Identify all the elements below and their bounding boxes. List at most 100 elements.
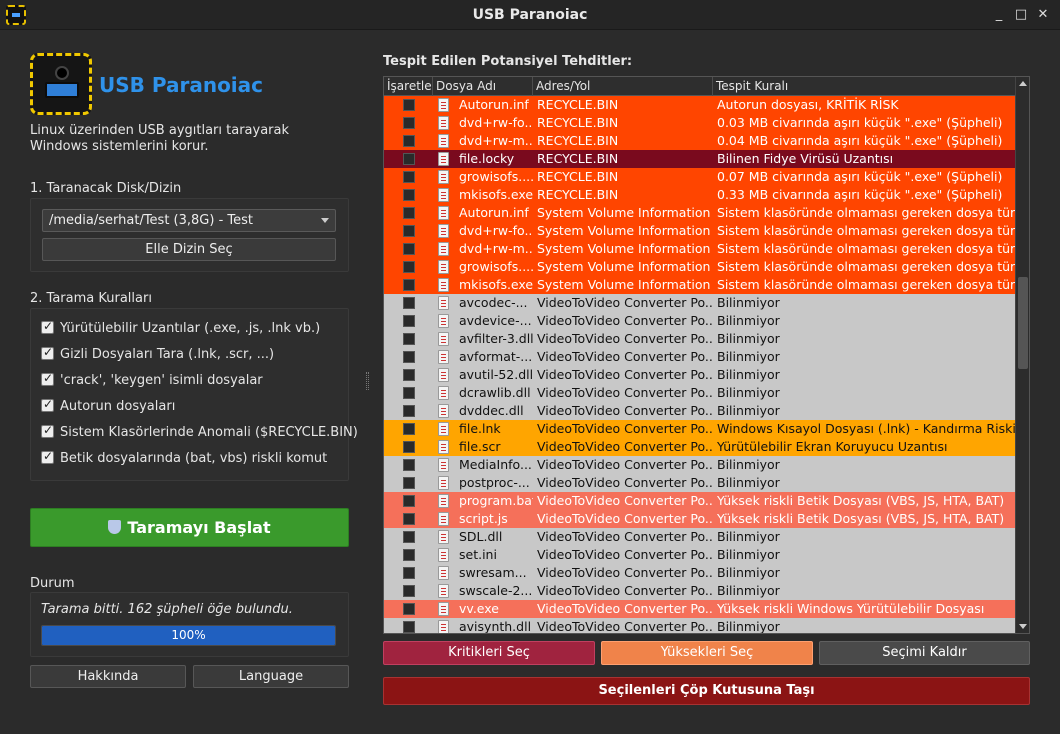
row-checkbox[interactable]	[403, 549, 415, 561]
row-checkbox[interactable]	[403, 495, 415, 507]
checkbox-checked-icon[interactable]	[41, 423, 54, 438]
table-row[interactable]: Autorun.inf RECYCLE.BIN Autorun dosyası, K…	[384, 96, 1016, 114]
table-row[interactable]: growisofs.... RECYCLE.BIN 0.07 MB civarınd…	[384, 168, 1016, 186]
row-checkbox[interactable]	[403, 153, 415, 165]
scrollbar-thumb[interactable]	[1018, 277, 1028, 369]
row-checkbox[interactable]	[403, 441, 415, 453]
maximize-button[interactable]: □	[1014, 7, 1028, 22]
panel-splitter-handle[interactable]	[366, 372, 369, 390]
column-header-path[interactable]: Adres/Yol	[533, 77, 713, 96]
table-row[interactable]: avcodec-... VideoToVideo Converter Po... B…	[384, 294, 1016, 312]
table-row[interactable]: dcrawlib.dll VideoToVideo Converter Po...…	[384, 384, 1016, 402]
row-checkbox[interactable]	[403, 333, 415, 345]
checkbox-checked-icon[interactable]	[41, 319, 54, 334]
rule-checkbox[interactable]: Gizli Dosyaları Tara (.lnk, .scr, ...)	[41, 345, 274, 363]
rule-checkbox[interactable]: Sistem Klasörlerinde Anomali ($RECYCLE.B…	[41, 423, 358, 441]
scroll-down-icon[interactable]	[1019, 624, 1027, 629]
row-checkbox[interactable]	[403, 351, 415, 363]
table-row[interactable]: dvd+rw-m... RECYCLE.BIN 0.04 MB civarında …	[384, 132, 1016, 150]
table-row[interactable]: file.lnk VideoToVideo Converter Po... Wind…	[384, 420, 1016, 438]
row-checkbox[interactable]	[403, 171, 415, 183]
scroll-up-icon[interactable]	[1019, 81, 1027, 86]
rule-checkbox[interactable]: 'crack', 'keygen' isimli dosyalar	[41, 371, 263, 389]
row-checkbox[interactable]	[403, 243, 415, 255]
table-row[interactable]: file.locky RECYCLE.BIN Bilinen Fidye Virüs…	[384, 150, 1016, 168]
row-checkbox[interactable]	[403, 405, 415, 417]
table-row[interactable]: Autorun.inf System Volume Information Sist…	[384, 204, 1016, 222]
table-row[interactable]: dvddec.dll VideoToVideo Converter Po... Bi…	[384, 402, 1016, 420]
cell-rule: Bilinmiyor	[717, 403, 780, 418]
row-checkbox[interactable]	[403, 315, 415, 327]
table-row[interactable]: growisofs.... System Volume Information Si…	[384, 258, 1016, 276]
column-header-rule[interactable]: Tespit Kuralı	[716, 79, 789, 93]
row-checkbox[interactable]	[403, 459, 415, 471]
row-checkbox[interactable]	[403, 99, 415, 111]
rule-checkbox[interactable]: Yürütülebilir Uzantılar (.exe, .js, .lnk…	[41, 319, 321, 337]
table-row[interactable]: SDL.dll VideoToVideo Converter Po... Bilin…	[384, 528, 1016, 546]
row-checkbox[interactable]	[403, 531, 415, 543]
row-checkbox[interactable]	[403, 297, 415, 309]
table-row[interactable]: avisynth.dll VideoToVideo Converter Po...…	[384, 618, 1016, 633]
cell-rule: Bilinmiyor	[717, 295, 780, 310]
move-to-trash-button[interactable]: Seçilenleri Çöp Kutusuna Taşı	[383, 677, 1030, 705]
table-row[interactable]: swresam... VideoToVideo Converter Po... Bi…	[384, 564, 1016, 582]
table-row[interactable]: mkisofs.exe System Volume Information Sist…	[384, 276, 1016, 294]
row-checkbox[interactable]	[403, 423, 415, 435]
disk-select[interactable]: /media/serhat/Test (3,8G) - Test	[42, 209, 336, 232]
rule-label: Yürütülebilir Uzantılar (.exe, .js, .lnk…	[60, 321, 321, 336]
language-button[interactable]: Language	[193, 665, 349, 688]
minimize-button[interactable]: _	[995, 7, 1003, 22]
choose-directory-button[interactable]: Elle Dizin Seç	[42, 238, 336, 261]
select-critical-button[interactable]: Kritikleri Seç	[383, 641, 595, 665]
row-checkbox[interactable]	[403, 117, 415, 129]
cell-path: VideoToVideo Converter Po...	[537, 385, 713, 400]
row-checkbox[interactable]	[403, 603, 415, 615]
start-scan-button[interactable]: Taramayı Başlat	[30, 508, 349, 547]
table-row[interactable]: avutil-52.dll VideoToVideo Converter Po..…	[384, 366, 1016, 384]
row-checkbox[interactable]	[403, 369, 415, 381]
table-row[interactable]: script.js VideoToVideo Converter Po... Yük…	[384, 510, 1016, 528]
rule-checkbox[interactable]: Betik dosyalarında (bat, vbs) riskli kom…	[41, 449, 327, 467]
row-checkbox[interactable]	[403, 567, 415, 579]
table-row[interactable]: mkisofs.exe RECYCLE.BIN 0.33 MB civarında …	[384, 186, 1016, 204]
table-row[interactable]: dvd+rw-m... System Volume Information Sist…	[384, 240, 1016, 258]
checkbox-checked-icon[interactable]	[41, 449, 54, 464]
row-checkbox[interactable]	[403, 477, 415, 489]
app-name: USB Paranoiac	[99, 73, 264, 97]
table-scrollbar[interactable]	[1015, 77, 1029, 633]
close-button[interactable]: ✕	[1037, 7, 1049, 22]
row-checkbox[interactable]	[403, 621, 415, 633]
column-header-filename[interactable]: Dosya Adı	[433, 77, 533, 96]
row-checkbox[interactable]	[403, 261, 415, 273]
row-checkbox[interactable]	[403, 207, 415, 219]
checkbox-checked-icon[interactable]	[41, 371, 54, 386]
clear-selection-button[interactable]: Seçimi Kaldır	[819, 641, 1030, 665]
table-row[interactable]: postproc-... VideoToVideo Converter Po...…	[384, 474, 1016, 492]
row-checkbox[interactable]	[403, 225, 415, 237]
checkbox-checked-icon[interactable]	[41, 397, 54, 412]
table-row[interactable]: vv.exe VideoToVideo Converter Po... Yüksek…	[384, 600, 1016, 618]
table-row[interactable]: program.bat VideoToVideo Converter Po... Y…	[384, 492, 1016, 510]
select-high-button[interactable]: Yüksekleri Seç	[601, 641, 813, 665]
table-row[interactable]: dvd+rw-fo... System Volume Information Sis…	[384, 222, 1016, 240]
table-row[interactable]: avformat-... VideoToVideo Converter Po...…	[384, 348, 1016, 366]
table-row[interactable]: dvd+rw-fo... RECYCLE.BIN 0.03 MB civarında…	[384, 114, 1016, 132]
row-checkbox[interactable]	[403, 189, 415, 201]
row-checkbox[interactable]	[403, 513, 415, 525]
rule-checkbox[interactable]: Autorun dosyaları	[41, 397, 175, 415]
row-checkbox[interactable]	[403, 135, 415, 147]
table-row[interactable]: swscale-2... VideoToVideo Converter Po...…	[384, 582, 1016, 600]
about-button[interactable]: Hakkında	[30, 665, 186, 688]
table-row[interactable]: file.scr VideoToVideo Converter Po... Yürü…	[384, 438, 1016, 456]
table-row[interactable]: set.ini VideoToVideo Converter Po... Bilin…	[384, 546, 1016, 564]
title-bar: USB Paranoiac _ □ ✕	[0, 0, 1060, 30]
table-row[interactable]: avfilter-3.dll VideoToVideo Converter Po.…	[384, 330, 1016, 348]
column-header-mark[interactable]: İşaretle	[384, 77, 433, 96]
row-checkbox[interactable]	[403, 585, 415, 597]
table-row[interactable]: avdevice-... VideoToVideo Converter Po...…	[384, 312, 1016, 330]
table-row[interactable]: MediaInfo... VideoToVideo Converter Po...…	[384, 456, 1016, 474]
row-checkbox[interactable]	[403, 387, 415, 399]
row-checkbox[interactable]	[403, 279, 415, 291]
checkbox-checked-icon[interactable]	[41, 345, 54, 360]
status-group	[30, 592, 349, 657]
